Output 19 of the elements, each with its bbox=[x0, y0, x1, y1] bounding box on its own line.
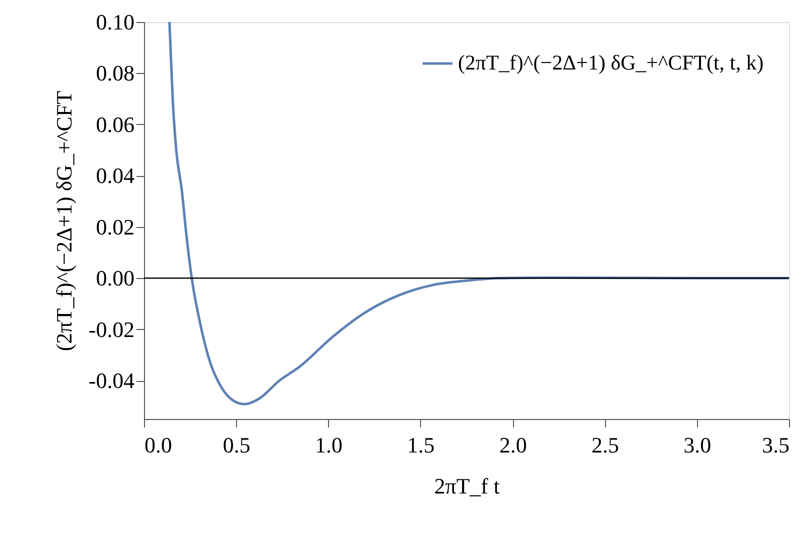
y-tick-label: 0.06 bbox=[96, 112, 134, 137]
x-tick-label: 2.0 bbox=[499, 432, 527, 458]
x-tick-label: 2.5 bbox=[591, 432, 619, 458]
y-tick-label: 0.08 bbox=[96, 60, 134, 86]
x-tick-label: 0.5 bbox=[222, 432, 250, 458]
x-tick-label: 0.0 bbox=[144, 432, 172, 458]
x-axis-title: 2πT_f t bbox=[434, 474, 500, 498]
legend-label: (2πT_f)^(−2Δ+1) δG_+^CFT(t, t, k) bbox=[458, 50, 764, 74]
y-tick-label: 0.00 bbox=[96, 266, 134, 291]
y-tick-label: -0.04 bbox=[88, 368, 134, 394]
y-tick-label: 0.02 bbox=[96, 214, 134, 240]
x-tick-label: 3.5 bbox=[762, 432, 790, 458]
x-tick-label: 1.0 bbox=[315, 432, 343, 458]
y-axis-title: (2πT_f)^(−2Δ+1) δG_+^CFT bbox=[52, 90, 77, 352]
x-tick-label: 3.0 bbox=[684, 432, 712, 458]
x-tick-label: 1.5 bbox=[407, 432, 435, 458]
y-tick-label: 0.04 bbox=[96, 163, 134, 188]
y-tick-label: 0.10 bbox=[96, 10, 134, 34]
y-tick-label: -0.02 bbox=[88, 316, 134, 342]
